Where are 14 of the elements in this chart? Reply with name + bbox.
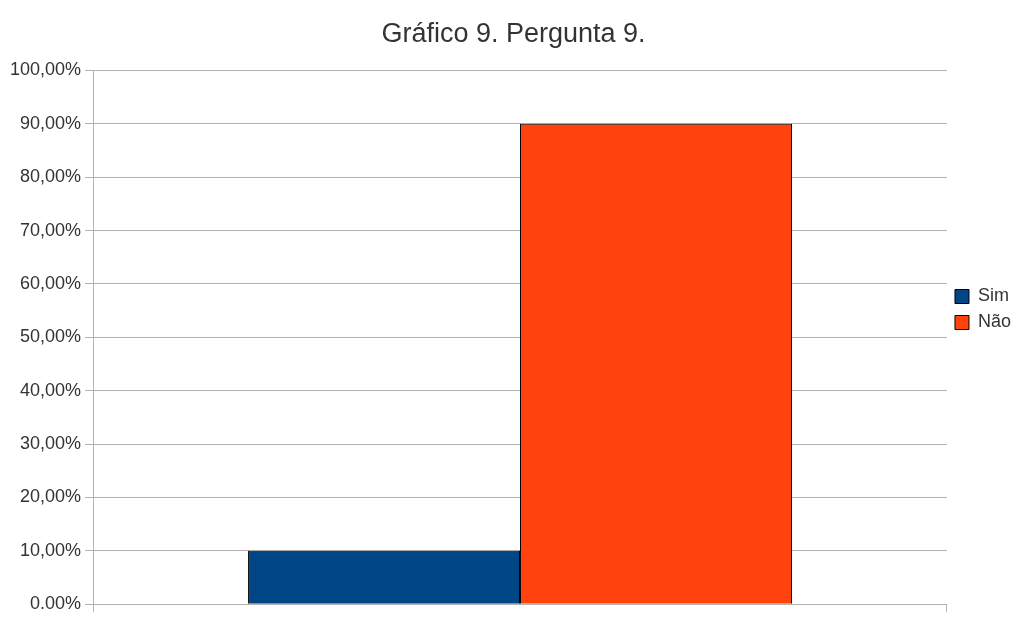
y-tick-label: 40,00% [20,379,82,400]
y-tick-label: 60,00% [20,272,82,293]
y-tick-label: 0.00% [30,593,82,614]
y-tick-label: 10,00% [20,539,82,560]
y-tick-label: 90,00% [20,112,82,133]
y-tick-label: 70,00% [20,219,82,240]
y-tick-label: 100,00% [10,59,82,80]
y-tick-label: 20,00% [20,486,82,507]
legend-label: Não [977,311,1012,332]
y-tick-label: 80,00% [20,166,82,187]
chart-title: Gráfico 9. Pergunta 9. [381,17,646,48]
y-tick-label: 50,00% [20,326,82,347]
y-tick-label: 30,00% [20,433,82,454]
legend-label: Sim [977,285,1009,306]
